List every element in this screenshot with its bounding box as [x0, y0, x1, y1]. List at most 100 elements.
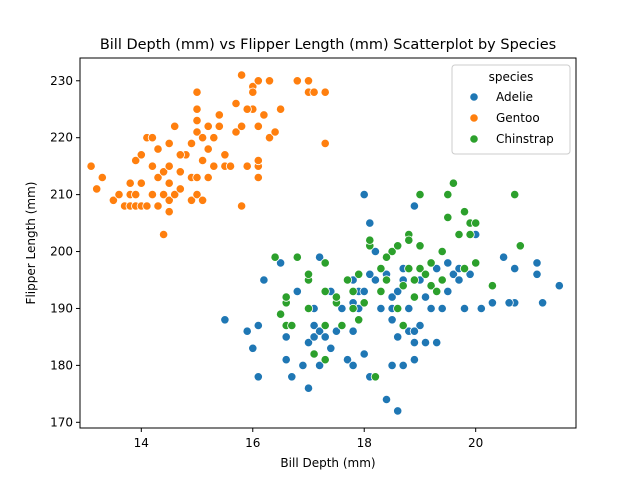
data-point-chinstrap-18 [348, 303, 358, 314]
data-point-chinstrap-13 [320, 286, 330, 296]
data-point-gentoo-39 [192, 127, 202, 137]
data-point-adelie-53 [454, 275, 464, 285]
y-axis-ticks: 170 180 190 200 210 220 230 [50, 74, 80, 429]
data-point-adelie-37 [381, 394, 392, 405]
data-point-gentoo-62 [253, 76, 263, 86]
data-point-adelie-36 [370, 275, 380, 285]
data-point-adelie-4 [253, 320, 263, 331]
data-point-adelie-27 [342, 355, 353, 365]
data-point-chinstrap-29 [387, 246, 397, 257]
data-point-chinstrap-48 [443, 190, 453, 200]
data-point-gentoo-30 [170, 121, 180, 131]
plot-frame [79, 57, 577, 429]
data-point-gentoo-28 [164, 138, 174, 148]
data-point-chinstrap-52 [459, 207, 470, 217]
data-point-chinstrap-1 [275, 309, 286, 319]
data-point-adelie-65 [554, 281, 564, 291]
data-point-chinstrap-42 [420, 269, 431, 279]
data-point-adelie-54 [459, 303, 470, 314]
data-point-gentoo-76 [320, 138, 330, 148]
data-point-gentoo-1 [92, 184, 102, 194]
y-tick-label: 220 [50, 131, 73, 145]
legend-marker-adelie [469, 92, 479, 102]
data-point-adelie-78 [420, 292, 431, 302]
data-point-chinstrap-40 [415, 241, 425, 251]
data-point-adelie-0 [220, 315, 230, 325]
data-point-gentoo-3 [108, 195, 119, 205]
data-point-gentoo-13 [136, 150, 146, 160]
data-point-gentoo-54 [231, 98, 241, 109]
data-point-gentoo-80 [125, 178, 135, 188]
data-point-adelie-11 [292, 286, 302, 296]
data-point-adelie-28 [348, 360, 358, 370]
data-point-adelie-73 [393, 286, 403, 296]
data-point-adelie-38 [387, 360, 397, 370]
data-point-gentoo-9 [131, 190, 141, 200]
data-point-adelie-13 [303, 383, 314, 393]
data-point-gentoo-75 [320, 87, 330, 97]
data-point-adelie-70 [376, 303, 386, 314]
data-point-gentoo-78 [220, 150, 230, 160]
data-point-adelie-21 [314, 252, 325, 262]
data-point-chinstrap-55 [471, 258, 481, 268]
legend: species Adelie Gentoo Chinstrap [451, 64, 571, 155]
data-point-chinstrap-6 [292, 252, 302, 262]
data-point-adelie-59 [498, 252, 509, 262]
data-point-chinstrap-30 [393, 241, 403, 251]
data-point-gentoo-24 [164, 207, 174, 217]
data-point-gentoo-44 [198, 155, 208, 166]
data-point-gentoo-81 [153, 201, 163, 211]
data-point-gentoo-46 [203, 144, 213, 154]
data-point-gentoo-36 [186, 138, 197, 148]
data-point-gentoo-10 [131, 155, 141, 166]
data-point-gentoo-0 [86, 161, 96, 171]
data-point-gentoo-15 [147, 190, 157, 200]
data-point-chinstrap-19 [348, 286, 358, 296]
data-point-gentoo-73 [303, 76, 314, 86]
data-point-chinstrap-61 [381, 252, 392, 262]
data-point-adelie-82 [443, 286, 453, 296]
data-point-chinstrap-62 [426, 258, 436, 268]
data-point-adelie-35 [370, 246, 380, 257]
data-point-chinstrap-25 [370, 372, 380, 382]
data-point-adelie-14 [303, 337, 314, 348]
data-point-adelie-84 [504, 298, 514, 308]
data-point-gentoo-79 [175, 150, 185, 160]
data-point-gentoo-32 [175, 167, 185, 177]
data-point-gentoo-4 [114, 190, 124, 200]
x-tick-label: 14 [134, 436, 149, 450]
x-axis-label: Bill Depth (mm) [280, 456, 375, 470]
data-point-gentoo-23 [159, 167, 169, 177]
data-point-adelie-50 [437, 303, 447, 314]
data-point-chinstrap-36 [404, 235, 414, 245]
data-point-adelie-90 [409, 326, 419, 336]
data-point-adelie-61 [510, 263, 520, 274]
data-point-gentoo-31 [175, 184, 185, 194]
data-point-gentoo-55 [237, 201, 247, 211]
data-point-adelie-19 [314, 360, 325, 370]
data-point-chinstrap-17 [342, 275, 353, 285]
data-point-chinstrap-49 [448, 178, 458, 188]
data-point-adelie-44 [409, 337, 419, 348]
data-point-gentoo-66 [259, 110, 269, 120]
data-point-gentoo-19 [153, 172, 163, 183]
data-point-chinstrap-37 [409, 292, 419, 302]
data-point-adelie-48 [426, 303, 436, 314]
data-point-gentoo-20 [153, 144, 163, 154]
data-point-chinstrap-33 [398, 281, 408, 291]
data-point-adelie-1 [242, 326, 252, 336]
data-point-gentoo-43 [198, 195, 208, 205]
data-point-adelie-33 [359, 286, 369, 296]
y-axis-label: Flipper Length (mm) [24, 182, 38, 305]
data-point-gentoo-82 [203, 121, 213, 131]
data-point-chinstrap-45 [437, 275, 447, 285]
data-point-adelie-12 [298, 360, 308, 370]
data-point-gentoo-52 [225, 161, 236, 171]
y-tick-label: 210 [50, 188, 73, 202]
data-point-chinstrap-22 [359, 298, 369, 308]
y-tick-label: 200 [50, 245, 73, 259]
data-point-adelie-8 [281, 332, 291, 342]
data-point-chinstrap-4 [281, 292, 291, 302]
data-point-gentoo-37 [192, 190, 202, 200]
data-point-gentoo-50 [214, 110, 224, 120]
